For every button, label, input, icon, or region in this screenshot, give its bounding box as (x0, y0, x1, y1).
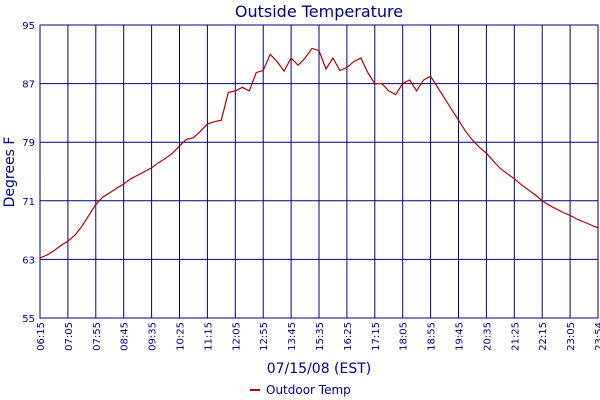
y-tick-label: 63 (22, 255, 35, 266)
y-tick-label: 95 (22, 21, 35, 32)
y-tick-label: 55 (22, 314, 35, 325)
data-line (39, 47, 599, 259)
x-tick-label: 21:25 (510, 322, 521, 351)
x-tick-label: 15:35 (315, 322, 326, 351)
y-tick-label: 79 (22, 138, 35, 149)
x-tick-label: 23:54 (594, 322, 600, 351)
x-tick-label: 13:45 (287, 322, 298, 351)
x-tick-label: 12:55 (259, 322, 270, 351)
y-tick-label: 87 (22, 80, 35, 91)
x-axis-label: 07/15/08 (EST) (267, 361, 372, 377)
y-axis-label: Degrees F (2, 137, 18, 208)
x-tick-label: 18:55 (427, 322, 438, 351)
x-tick-label: 18:05 (399, 322, 410, 351)
x-tick-label: 19:45 (455, 322, 466, 351)
x-tick-label: 08:45 (120, 322, 131, 351)
x-tick-label: 07:55 (92, 322, 103, 351)
legend-label: Outdoor Temp (266, 383, 351, 397)
x-tick-label: 12:05 (231, 322, 242, 351)
x-tick-label: 16:25 (343, 322, 354, 351)
x-tick-label: 06:15 (36, 322, 47, 351)
x-tick-label: 07:05 (64, 322, 75, 351)
x-tick-label: 09:35 (148, 322, 159, 351)
x-tick-label: 10:25 (176, 322, 187, 351)
chart-title: Outside Temperature (235, 2, 403, 21)
x-tick-label: 22:15 (538, 322, 549, 351)
x-tick-label: 20:35 (482, 322, 493, 351)
x-tick-label: 23:05 (566, 322, 577, 351)
x-tick-label: 11:15 (203, 322, 214, 351)
x-tick-label: 17:15 (371, 322, 382, 351)
y-tick-label: 71 (22, 197, 35, 208)
